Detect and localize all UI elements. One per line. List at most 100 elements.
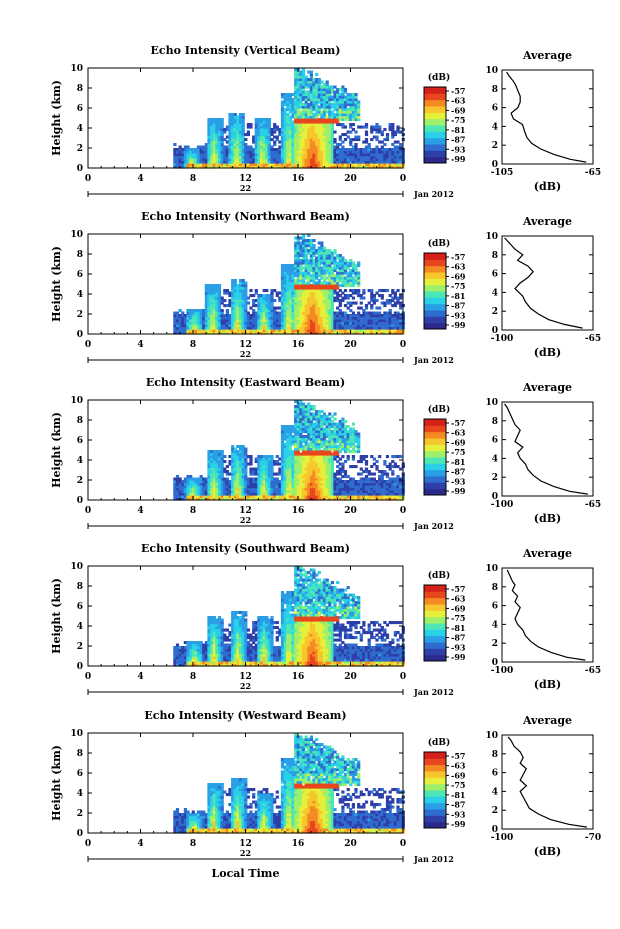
- heatmap-cell: [244, 284, 248, 288]
- heatmap-cell: [225, 319, 229, 323]
- heatmap-cell: [252, 304, 256, 308]
- heatmap-cell: [217, 309, 222, 313]
- heatmap-cell: [383, 160, 387, 164]
- heatmap-cell: [383, 316, 387, 320]
- heatmap-cell: [288, 447, 292, 451]
- heatmap-cell: [330, 304, 334, 308]
- heatmap-cell: [196, 324, 201, 328]
- heatmap-cell: [351, 281, 355, 285]
- heatmap-cell: [322, 286, 327, 290]
- heatmap-cell: [307, 321, 311, 325]
- heatmap-cell: [301, 143, 306, 147]
- heatmap-cell: [228, 495, 232, 499]
- heatmap-cell: [307, 244, 311, 248]
- heatmap-cell: [299, 274, 303, 278]
- heatmap-cell: [322, 301, 327, 305]
- heatmap-cell: [262, 465, 266, 469]
- heatmap-cell: [359, 153, 363, 157]
- heatmap-cell: [217, 467, 222, 471]
- heatmap-cell: [210, 158, 214, 162]
- heatmap-cell: [299, 78, 303, 82]
- heatmap-cell: [183, 495, 187, 499]
- heatmap-cell: [259, 495, 264, 499]
- heatmap-cell: [315, 435, 319, 439]
- heatmap-cell: [317, 105, 321, 109]
- heatmap-cell: [228, 321, 232, 325]
- heatmap-cell: [325, 130, 329, 134]
- heatmap-cell: [259, 133, 264, 137]
- heatmap-cell: [317, 279, 321, 283]
- heatmap-cell: [288, 143, 292, 147]
- heatmap-cell: [286, 98, 290, 102]
- heatmap-cell: [325, 490, 329, 494]
- colorbar-tick-label: -57: [451, 86, 465, 96]
- heatmap-cell: [217, 145, 222, 149]
- heatmap-cell: [299, 140, 303, 144]
- heatmap-cell: [215, 148, 219, 152]
- heatmap-cell: [309, 450, 313, 454]
- heatmap-cell: [259, 465, 264, 469]
- heatmap-cell: [378, 314, 382, 318]
- heatmap-cell: [330, 485, 334, 489]
- heatmap-cell: [288, 435, 292, 439]
- heatmap-cell: [383, 324, 387, 328]
- heatmap-cell: [317, 301, 321, 305]
- heatmap-cell: [357, 284, 361, 288]
- heatmap-cell: [315, 143, 319, 147]
- heatmap-cell: [236, 321, 240, 325]
- heatmap-cell: [275, 125, 279, 129]
- heatmap-cell: [320, 241, 324, 245]
- heatmap-cell: [299, 324, 303, 328]
- heatmap-cell: [357, 291, 361, 295]
- heatmap-cell: [330, 251, 334, 255]
- heatmap-cell: [286, 497, 290, 501]
- heatmap-cell: [333, 148, 337, 152]
- heatmap-cell: [312, 138, 316, 142]
- heatmap-cell: [246, 133, 250, 137]
- heatmap-cell: [241, 309, 245, 313]
- heatmap-cell: [320, 299, 324, 303]
- heatmap-cell: [291, 497, 295, 501]
- heatmap-cell: [351, 158, 355, 162]
- heatmap-cell: [315, 452, 319, 456]
- heatmap-cell: [233, 492, 237, 496]
- heatmap-cell: [370, 291, 374, 295]
- heatmap-cell: [233, 475, 237, 479]
- heatmap-cell: [225, 309, 229, 313]
- heatmap-cell: [233, 455, 237, 459]
- heatmap-cell: [196, 331, 201, 335]
- heatmap-cell: [273, 477, 277, 481]
- heatmap-cell: [262, 326, 266, 330]
- heatmap-cell: [325, 284, 329, 288]
- heatmap-cell: [262, 304, 266, 308]
- heatmap-cell: [207, 145, 211, 149]
- heatmap-cell: [317, 264, 321, 268]
- heatmap-cell: [309, 148, 313, 152]
- heatmap-cell: [280, 455, 285, 459]
- heatmap-cell: [333, 495, 337, 499]
- heatmap-cell: [315, 98, 319, 102]
- heatmap-cell: [173, 153, 177, 157]
- heatmap-cell: [220, 163, 224, 167]
- heatmap-cell: [259, 160, 264, 164]
- heatmap-cell: [286, 284, 290, 288]
- heatmap-cell: [241, 492, 245, 496]
- heatmap-cell: [262, 457, 266, 461]
- heatmap-cell: [325, 259, 329, 263]
- heatmap-cell: [325, 105, 329, 109]
- heatmap-cell: [262, 133, 266, 137]
- heatmap-cell: [173, 487, 177, 491]
- heatmap-cell: [343, 100, 348, 104]
- heatmap-cell: [309, 442, 313, 446]
- heatmap-cell: [336, 93, 340, 97]
- heatmap-cell: [202, 324, 206, 328]
- heatmap-cell: [364, 304, 369, 308]
- heatmap-cell: [267, 475, 271, 479]
- heatmap-cell: [354, 163, 358, 167]
- heatmap-cell: [236, 130, 240, 134]
- chart-title: Echo Intensity (Vertical Beam): [150, 44, 340, 57]
- heatmap-cell: [341, 281, 345, 285]
- heatmap-cell: [330, 480, 334, 484]
- heatmap-cell: [189, 331, 193, 335]
- heatmap-cell: [343, 271, 348, 275]
